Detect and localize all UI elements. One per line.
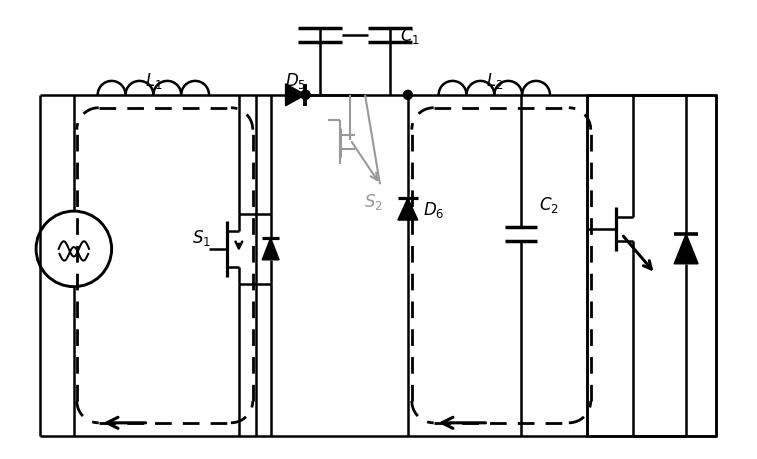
Text: $D_6$: $D_6$ <box>422 200 444 220</box>
Circle shape <box>403 91 413 100</box>
Polygon shape <box>674 235 698 264</box>
Text: $C_1$: $C_1$ <box>400 26 420 46</box>
Text: $D_5$: $D_5$ <box>285 71 306 90</box>
Bar <box>587 95 716 436</box>
Text: $C_2$: $C_2$ <box>539 195 559 215</box>
Circle shape <box>301 91 310 100</box>
Polygon shape <box>285 85 305 106</box>
Text: $S_2$: $S_2$ <box>363 192 382 212</box>
Text: $L_1$: $L_1$ <box>145 71 162 90</box>
Polygon shape <box>398 199 418 221</box>
Polygon shape <box>262 238 279 260</box>
Text: $S_1$: $S_1$ <box>192 228 211 247</box>
Text: $L_2$: $L_2$ <box>485 71 503 90</box>
Circle shape <box>301 91 310 100</box>
